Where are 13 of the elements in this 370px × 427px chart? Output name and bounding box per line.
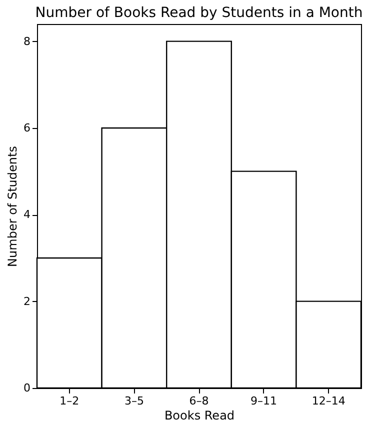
- x-tick-label: 1–2: [60, 394, 80, 408]
- y-axis-title: Number of Students: [6, 146, 20, 267]
- y-tick-label: 6: [24, 122, 30, 134]
- chart-title: Number of Books Read by Students in a Month: [35, 5, 363, 21]
- x-axis-title: Books Read: [164, 408, 235, 422]
- y-tick-label: 4: [24, 208, 30, 222]
- x-tick-label: 12–14: [312, 394, 346, 408]
- x-tick-label: 6–8: [189, 394, 209, 408]
- y-tick-label: 8: [24, 34, 30, 48]
- x-tick-label: 9–11: [250, 394, 278, 408]
- y-tick-label: 0: [24, 382, 30, 394]
- y-tick-label: 2: [24, 294, 30, 308]
- x-tick-label: 3–5: [124, 394, 144, 408]
